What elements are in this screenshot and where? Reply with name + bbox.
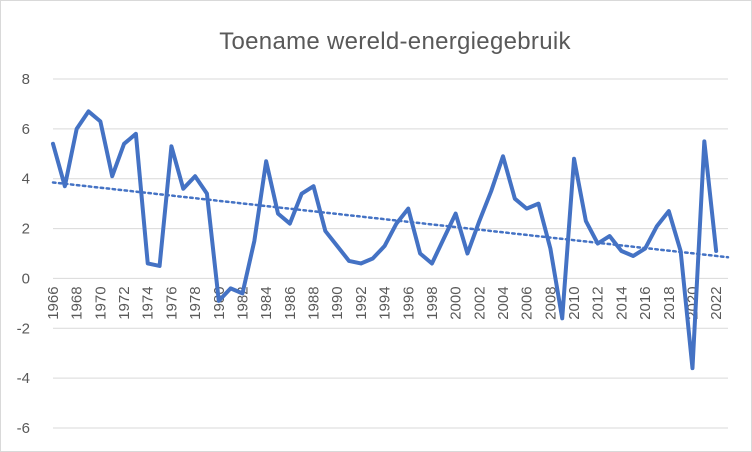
x-tick-label: 1982: [234, 286, 251, 319]
x-tick-label: 1972: [116, 286, 133, 319]
x-tick-label: 2000: [448, 286, 465, 319]
x-tick-label: 1996: [400, 286, 417, 319]
gridlines: [53, 78, 728, 429]
x-tick-label: 2018: [661, 286, 678, 319]
x-tick-label: 1990: [329, 286, 346, 319]
x-axis-ticks: 1966 1968 1970 1972 1974 1976 1978 1980 1982 1984…: [45, 286, 725, 319]
y-axis-ticks: -6 -4 -2 0 2 4 6 8: [17, 71, 30, 437]
x-tick-label: 2006: [519, 286, 536, 319]
x-tick-label: 1970: [92, 286, 109, 319]
x-tick-label: 2012: [590, 286, 607, 319]
x-tick-label: 1966: [45, 286, 62, 319]
x-tick-label: 2008: [542, 286, 559, 319]
x-tick-label: 1998: [424, 286, 441, 319]
x-tick-label: 1988: [306, 286, 323, 319]
x-tick-label: 1974: [140, 286, 157, 319]
y-tick-label: 4: [22, 171, 30, 188]
trendline: [51, 181, 730, 259]
y-tick-label: -6: [17, 420, 30, 437]
y-tick-label: -2: [17, 320, 30, 337]
x-tick-label: 2016: [637, 286, 654, 319]
x-tick-label: 1994: [377, 286, 394, 319]
x-tick-label: 1976: [163, 286, 180, 319]
chart-title: Toename wereld-energiegebruik: [219, 28, 571, 55]
x-tick-label: 2022: [708, 286, 725, 319]
series-line: [51, 109, 719, 371]
x-tick-label: 1992: [353, 286, 370, 319]
y-tick-label: 2: [22, 221, 30, 238]
series-layer: [51, 109, 730, 371]
x-tick-label: 2014: [613, 286, 630, 319]
x-tick-label: 2010: [566, 286, 583, 319]
y-tick-label: 6: [22, 121, 30, 138]
x-tick-label: 1986: [282, 286, 299, 319]
x-tick-label: 2004: [495, 286, 512, 319]
x-tick-label: 2002: [471, 286, 488, 319]
y-tick-label: -4: [17, 370, 30, 387]
y-tick-label: 8: [22, 71, 30, 88]
x-tick-label: 1984: [258, 286, 275, 319]
x-tick-label: 1978: [187, 286, 204, 319]
x-tick-label: 1968: [69, 286, 86, 319]
y-tick-label: 0: [22, 270, 30, 287]
